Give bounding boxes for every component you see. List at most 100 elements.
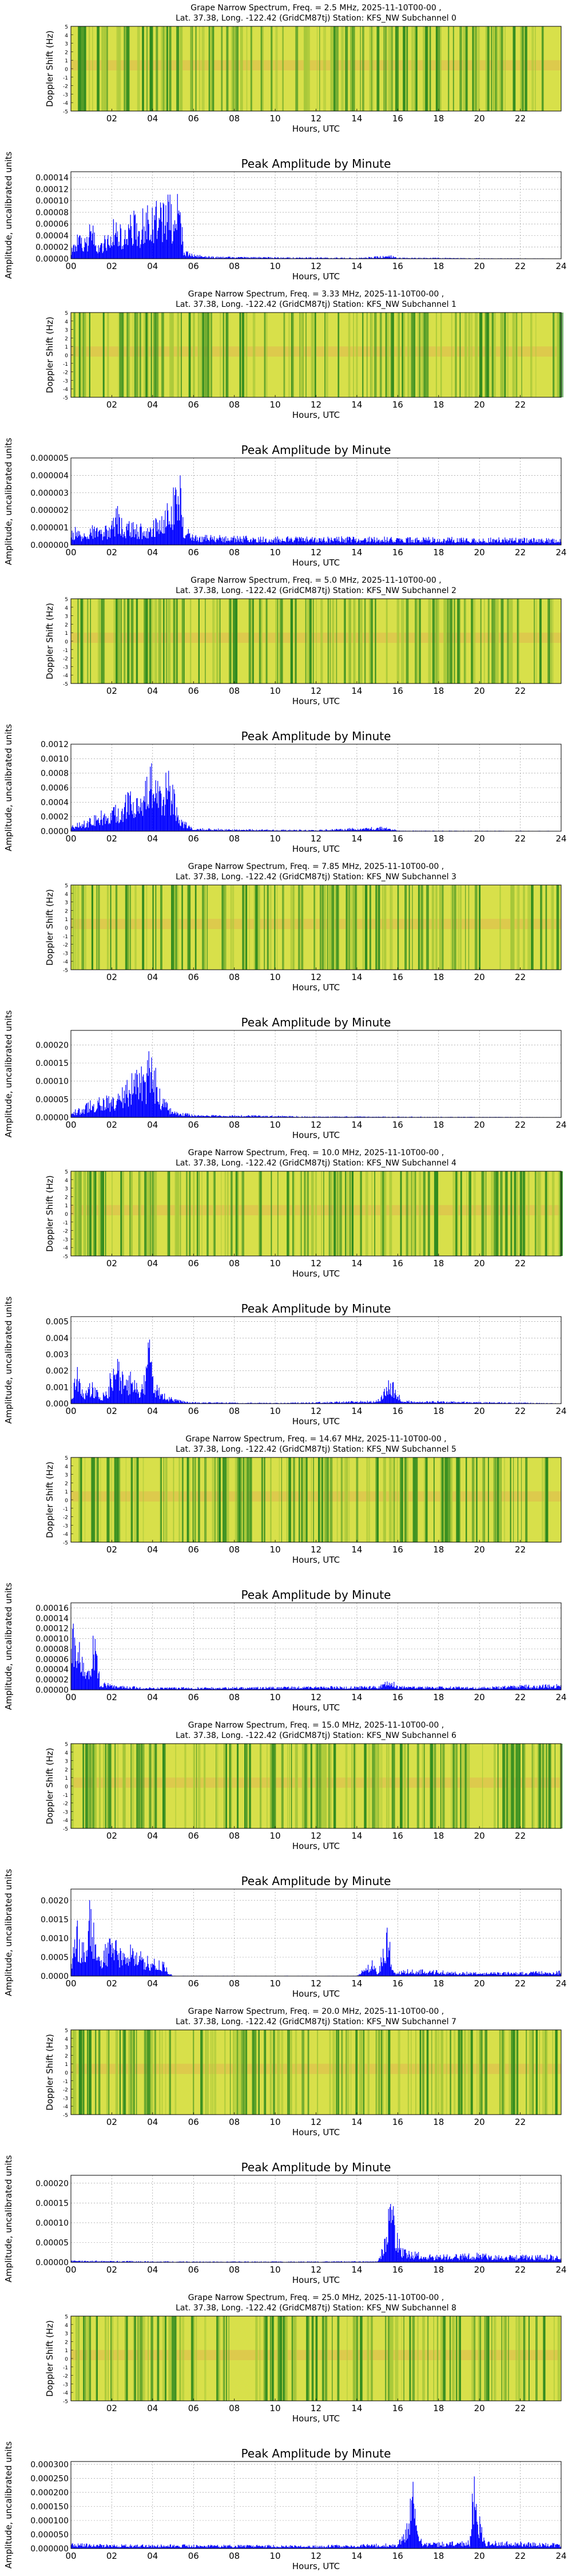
amplitude-bar — [325, 1402, 327, 1404]
spectrum-stripe — [205, 599, 206, 683]
spectrum-stripe — [422, 313, 423, 397]
spectrum-y-tick-label: -3 — [63, 951, 68, 957]
spectrum-stripe — [439, 26, 442, 111]
spectrum-stripe — [209, 313, 211, 397]
amplitude-bar — [220, 1116, 221, 1117]
amplitude-bar — [118, 823, 120, 831]
spectrum-stripe — [137, 313, 138, 397]
spectrum-stripe — [423, 26, 426, 111]
amplitude-bar — [118, 1688, 120, 1690]
amplitude-bar — [116, 508, 117, 545]
amplitude-bar — [341, 538, 343, 545]
amplitude-bar — [117, 1358, 118, 1404]
spectrum-stripe — [233, 599, 236, 683]
spectrum-stripe — [182, 599, 184, 683]
spectrum-stripe — [202, 885, 205, 970]
amplitude-bar — [85, 827, 86, 831]
spectrum-stripe — [81, 885, 85, 970]
spectrum-stripe — [89, 313, 90, 397]
amplitude-x-tick-label: 24 — [555, 261, 566, 271]
amplitude-bar — [214, 1402, 216, 1404]
amplitude-bar — [261, 1402, 263, 1404]
spectrum-x-tick-label: 08 — [229, 113, 240, 124]
amplitude-bar — [120, 1686, 121, 1690]
amplitude-y-tick-label: 0.00015 — [35, 1059, 69, 1068]
amplitude-bar — [264, 1402, 265, 1404]
spectrum-stripe — [208, 26, 210, 111]
amplitude-bar — [322, 258, 323, 259]
amplitude-bar — [166, 788, 167, 831]
spectrum-x-tick-label: 20 — [474, 972, 485, 982]
spectrum-stripe — [515, 313, 516, 397]
spectrum-stripe — [205, 885, 207, 970]
amplitude-bar — [275, 258, 276, 259]
amplitude-bar — [475, 1402, 476, 1404]
amplitude-bar — [281, 1115, 283, 1117]
spectrum-stripe — [281, 1457, 282, 1542]
amplitude-bar — [263, 1116, 264, 1117]
spectrum-stripe — [513, 313, 515, 397]
spectrum-stripe — [542, 1457, 543, 1542]
amplitude-bar — [224, 537, 225, 545]
amplitude-x-tick-label: 02 — [106, 1406, 117, 1416]
amplitude-bar — [354, 1402, 355, 1404]
amplitude-bar — [386, 256, 387, 259]
amplitude-bar — [420, 542, 422, 545]
spectrum-stripe — [148, 1171, 150, 1256]
amplitude-bar — [104, 1396, 105, 1404]
spectrum-stripe — [559, 1171, 562, 1256]
spectrum-stripe — [436, 26, 438, 111]
spectrum-stripe — [264, 1457, 265, 1542]
amplitude-bar — [184, 538, 185, 545]
amplitude-bar — [258, 830, 259, 831]
amplitude-bar — [522, 1402, 523, 1404]
spectrum-stripe — [305, 1171, 307, 1256]
amplitude-bar — [344, 1402, 345, 1404]
amplitude-bar — [237, 1115, 239, 1117]
amplitude-bar — [341, 536, 342, 545]
spectrum-stripe — [224, 1171, 227, 1256]
amplitude-bar — [236, 829, 237, 831]
amplitude-bar — [358, 829, 359, 831]
amplitude-bar — [226, 1116, 227, 1117]
amplitude-bar — [535, 539, 537, 545]
amplitude-bar — [277, 1116, 278, 1117]
amplitude-bar — [89, 817, 90, 831]
amplitude-bar — [82, 539, 84, 545]
spectrum-stripe — [292, 1171, 294, 1256]
amplitude-bar — [154, 220, 156, 259]
amplitude-bar — [197, 1402, 198, 1404]
amplitude-bar — [464, 258, 466, 259]
spectrum-x-tick-label: 10 — [270, 972, 281, 982]
amplitude-bar — [394, 542, 395, 545]
spectrum-stripe — [144, 1171, 147, 1256]
amplitude-bar — [153, 1393, 154, 1404]
amplitude-bar — [360, 540, 362, 545]
amplitude-bar — [498, 1402, 499, 1404]
amplitude-title: Peak Amplitude by Minute — [241, 443, 391, 457]
spectrum-stripe — [499, 1457, 502, 1542]
spectrum-y-tick-label: 4 — [65, 1178, 68, 1184]
spectrum-stripe — [541, 885, 543, 970]
amplitude-bar — [450, 540, 451, 545]
amplitude-y-tick-label: 0.002 — [46, 1367, 69, 1376]
amplitude-bar — [150, 1072, 152, 1117]
amplitude-bar — [173, 1114, 174, 1117]
amplitude-bar — [152, 207, 153, 259]
spectrum-x-tick-label: 12 — [311, 113, 321, 124]
spectrum-stripe — [403, 26, 406, 111]
amplitude-bar — [139, 539, 140, 545]
amplitude-bar — [296, 538, 297, 545]
spectrum-stripe — [156, 313, 159, 397]
amplitude-bar — [78, 237, 80, 259]
amplitude-bar — [406, 538, 407, 545]
amplitude-bar — [464, 542, 466, 545]
amplitude-bar — [239, 1116, 240, 1117]
spectrum-stripe — [153, 313, 156, 397]
amplitude-bar — [364, 538, 366, 545]
spectrum-stripe — [561, 313, 563, 397]
spectrum-stripe — [460, 1171, 462, 1256]
spectrum-stripe — [117, 1457, 120, 1542]
amplitude-bar — [164, 533, 165, 545]
spectrum-stripe — [315, 313, 316, 397]
